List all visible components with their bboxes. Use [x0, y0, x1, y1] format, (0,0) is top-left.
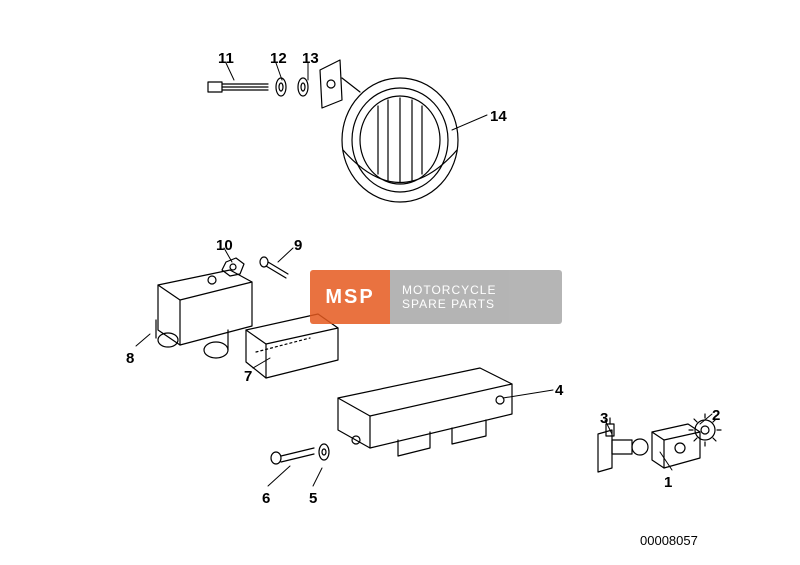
part-washer-13 [298, 78, 308, 96]
drawing-id: 00008057 [640, 533, 698, 548]
watermark-line1: MOTORCYCLE [402, 283, 562, 297]
horn-bracket [320, 60, 342, 108]
watermark-line2: SPARE PARTS [402, 297, 562, 311]
part-screw-9 [260, 257, 288, 278]
part-screw-6 [271, 448, 314, 464]
callout-11: 11 [218, 50, 234, 67]
part-horn-14 [342, 78, 458, 202]
callout-9: 9 [294, 237, 302, 254]
watermark-text: MOTORCYCLE SPARE PARTS [390, 270, 562, 324]
callout-4: 4 [555, 382, 563, 399]
callout-8: 8 [126, 350, 134, 367]
part-relay-8 [156, 270, 252, 358]
callout-3: 3 [600, 410, 608, 427]
callout-2: 2 [712, 407, 720, 424]
part-washer-5 [319, 444, 329, 460]
callout-7: 7 [244, 368, 252, 385]
callout-14: 14 [490, 108, 507, 125]
part-washer-12 [276, 78, 286, 96]
watermark: MSP MOTORCYCLE SPARE PARTS [310, 270, 562, 324]
callout-6: 6 [262, 490, 270, 507]
part-bracket-4 [338, 368, 512, 456]
callout-12: 12 [270, 50, 287, 67]
callout-1: 1 [664, 474, 672, 491]
diagram-canvas: 1 2 3 4 5 6 7 8 9 10 11 12 13 14 MSP MOT… [0, 0, 800, 565]
part-bolt-11 [208, 82, 268, 92]
part-nut-10 [222, 258, 244, 276]
callout-13: 13 [302, 50, 319, 67]
callout-5: 5 [309, 490, 317, 507]
watermark-badge: MSP [310, 270, 390, 324]
callout-10: 10 [216, 237, 233, 254]
